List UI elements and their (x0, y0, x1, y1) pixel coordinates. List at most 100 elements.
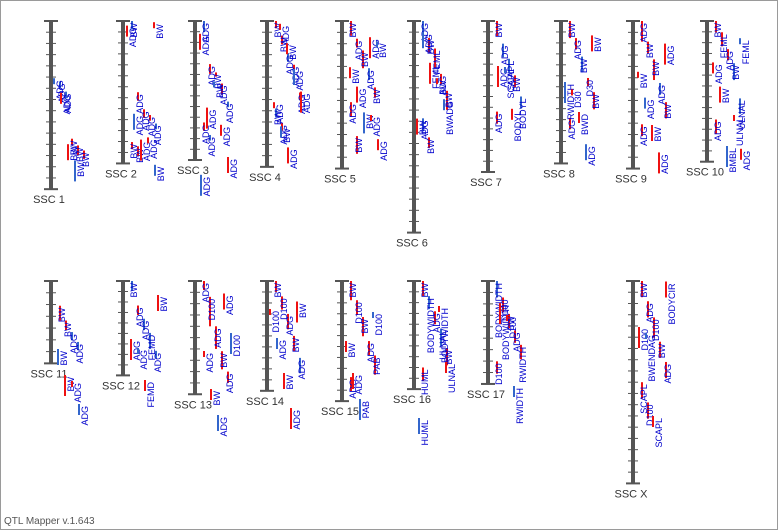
qtl-interval (651, 125, 653, 141)
qtl-interval (733, 115, 735, 121)
qtl-interval (739, 98, 741, 114)
qtl-interval (227, 101, 229, 108)
qtl-interval (290, 408, 292, 429)
qtl-interval (721, 32, 723, 47)
qtl-trait-label: ADG (512, 332, 522, 352)
qtl-trait-label: ADG (205, 353, 215, 373)
qtl-trait-label: ADG (371, 39, 381, 59)
qtl-interval (143, 109, 145, 118)
qtl-trait-label: D100 (279, 298, 289, 320)
qtl-trait-label: ADG (379, 141, 389, 161)
qtl-trait-label: BW (348, 282, 358, 297)
qtl-trait-label: BW (438, 80, 448, 95)
chromosome-label: SSC 16 (393, 394, 431, 406)
qtl-interval (363, 112, 365, 134)
qtl-trait-label: ADG (73, 383, 83, 403)
qtl-interval (422, 118, 424, 132)
chromosome-label: SSC 8 (543, 168, 575, 180)
qtl-trait-label: ADG (289, 149, 299, 169)
qtl-trait-label: BW (347, 342, 357, 357)
chromosome-bar (631, 21, 635, 169)
qtl-trait-label: ADG (275, 104, 285, 124)
qtl-interval (422, 32, 424, 49)
chromosome-label: SSC X (614, 488, 648, 500)
qtl-interval (287, 313, 289, 330)
qtl-trait-label: ADG (291, 67, 301, 87)
qtl-interval (65, 91, 67, 99)
qtl-trait-label: BW (731, 65, 741, 80)
qtl-interval (144, 380, 146, 391)
qtl-trait-label: BW (639, 282, 649, 297)
qtl-trait-label: ADG (55, 80, 65, 100)
qtl-trait-label: RWIDTH (515, 388, 525, 424)
qtl-trait-label: ADG (567, 120, 577, 140)
qtl-trait-label: BW (156, 166, 166, 181)
qtl-trait-label: ADG (432, 313, 442, 333)
qtl-trait-label: BW (75, 147, 85, 162)
qtl-trait-label: ADG (75, 344, 85, 364)
qtl-trait-label: ADG (142, 142, 152, 162)
qtl-interval (372, 312, 374, 318)
chromosome-bar (559, 21, 563, 164)
qtl-interval (665, 102, 667, 119)
qtl-interval (59, 305, 61, 321)
qtl-interval (143, 318, 145, 331)
qtl-interval (502, 43, 504, 58)
qtl-interval (227, 157, 229, 173)
qtl-interval (349, 67, 351, 79)
qtl-trait-label: BW (354, 138, 364, 153)
chromosome-bar (49, 281, 53, 364)
qtl-trait-label: ADG (147, 117, 157, 137)
qtl-trait-label: ADG (657, 85, 667, 105)
qtl-trait-label: ADG (663, 364, 673, 384)
chromosome-bar (340, 21, 344, 169)
qtl-interval (645, 333, 647, 339)
qtl-interval (275, 108, 277, 118)
qtl-trait-label: BW (69, 140, 79, 155)
qtl-trait-label: ADG (420, 23, 430, 43)
qtl-trait-label: BW (282, 128, 292, 143)
qtl-trait-label: ADG (141, 321, 151, 341)
qtl-interval (740, 148, 742, 160)
qtl-trait-label: BW (273, 22, 283, 37)
qtl-interval (440, 73, 442, 85)
qtl-interval (571, 89, 573, 96)
qtl-interval (434, 48, 436, 68)
qtl-interval (221, 83, 223, 95)
qtl-trait-label: BW (360, 52, 370, 67)
qtl-interval (203, 281, 205, 291)
qtl-trait-label: D100 (207, 299, 217, 321)
qtl-interval (434, 311, 436, 325)
qtl-interval (422, 367, 424, 381)
qtl-interval (644, 97, 646, 109)
qtl-interval (220, 124, 222, 136)
qtl-trait-label: ADG (201, 36, 211, 56)
qtl-trait-label: BW (418, 120, 428, 135)
qtl-trait-label: FEMD (146, 382, 156, 408)
chromosome-bar (265, 21, 269, 167)
qtl-interval (368, 341, 370, 356)
qtl-interval (283, 373, 285, 389)
qtl-trait-label: ADG (573, 40, 583, 60)
qtl-interval (280, 126, 282, 138)
chromosome-label: SSC 6 (396, 238, 428, 250)
qtl-trait-label: ADG (302, 94, 312, 114)
qtl-trait-label: BW (426, 139, 436, 154)
qtl-trait-label: BW (273, 110, 283, 125)
qtl-interval (149, 332, 151, 349)
qtl-trait-label: ULNAL (447, 364, 457, 393)
qtl-interval (199, 33, 201, 50)
qtl-trait-label: ADG (645, 303, 655, 323)
qtl-trait-label: ADG (135, 94, 145, 114)
qtl-interval (508, 313, 510, 329)
qtl-trait-label: ADG (358, 89, 368, 109)
qtl-trait-label: BW (159, 296, 169, 311)
qtl-interval (137, 92, 139, 101)
chromosome-bar (340, 281, 344, 402)
chromosome-bar (193, 21, 197, 160)
qtl-interval (345, 341, 347, 352)
qtl-interval (647, 41, 649, 54)
qtl-trait-label: BW (285, 374, 295, 389)
qtl-trait-label: ADG (201, 283, 211, 303)
qtl-interval (221, 351, 223, 370)
